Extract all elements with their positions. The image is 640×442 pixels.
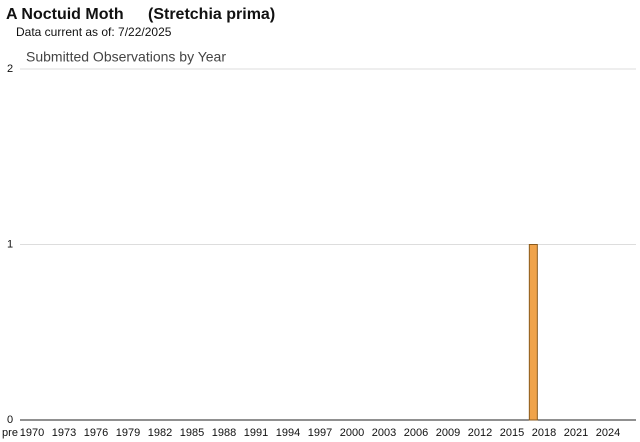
x-tick-label: 2021 [564,427,588,439]
x-tick-label: 1982 [148,427,172,439]
x-tick-label: 1973 [52,427,76,439]
x-tick-label: 2018 [532,427,556,439]
x-tick-label: 2003 [372,427,396,439]
chart-title: Submitted Observations by Year [26,49,226,65]
x-tick-label: 2009 [436,427,460,439]
x-tick-label: 1988 [212,427,236,439]
x-tick-label: pre [2,427,18,439]
x-tick-label: 2000 [340,427,364,439]
y-tick-label: 1 [7,238,13,250]
x-tick-label: 1994 [276,427,300,439]
x-tick-label: 2012 [468,427,492,439]
x-tick-label: 1991 [244,427,268,439]
scientific-name: (Stretchia prima) [148,6,275,23]
x-tick-label: 2015 [500,427,524,439]
y-tick-label: 0 [7,414,13,426]
subtitle: Data current as of: 7/22/2025 [16,25,172,39]
x-tick-label: 1985 [180,427,204,439]
x-tick-label: 1997 [308,427,332,439]
bar [528,244,538,421]
x-tick-label: 2006 [404,427,428,439]
x-tick-label: 1976 [84,427,108,439]
x-tick-label: 2024 [596,427,620,439]
page-title: A Noctuid Moth [6,6,124,23]
y-tick-label: 2 [7,63,13,75]
x-tick-label: 1979 [116,427,140,439]
x-tick-label: 1970 [20,427,44,439]
